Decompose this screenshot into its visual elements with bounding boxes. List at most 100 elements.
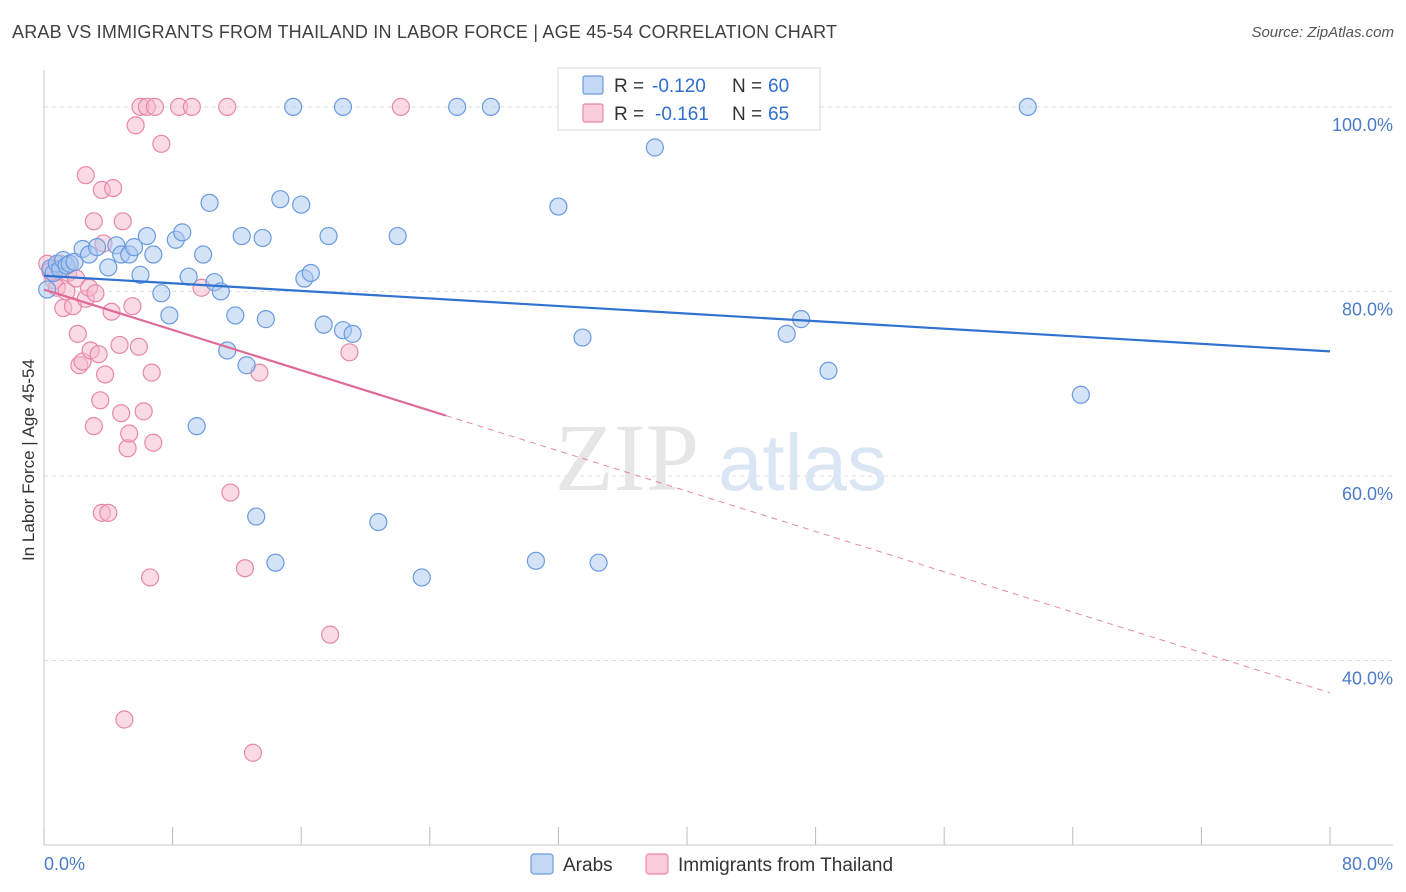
arab-point <box>448 97 467 117</box>
arab-point <box>271 190 290 209</box>
arab-point <box>253 228 272 248</box>
arab-point <box>247 507 266 526</box>
legend: R = -0.120 N = 60 R = -0.161 N = 65 <box>557 67 821 131</box>
legend-r-value: -0.161 <box>655 104 709 125</box>
y-tick-label: 100.0% <box>1332 115 1393 135</box>
thai-point <box>84 417 103 436</box>
legend-r-label: R = <box>614 104 644 125</box>
thai-point <box>152 134 171 153</box>
arab-point <box>777 324 796 343</box>
arab-point <box>232 226 251 246</box>
arab-point <box>187 417 206 436</box>
x-tick-label: 80.0% <box>1342 854 1393 874</box>
thai-trend-line <box>43 288 447 417</box>
arab-point <box>284 97 303 117</box>
arab-point <box>256 310 275 329</box>
arab-point <box>144 245 163 264</box>
thai-point <box>145 97 165 117</box>
thai-point <box>126 116 145 135</box>
bottom-legend-arabs: Arabs <box>563 855 613 876</box>
arab-point <box>319 226 338 246</box>
arab-point <box>573 328 592 347</box>
arab-point <box>819 361 838 380</box>
thai-point <box>243 743 263 762</box>
trend-lines <box>43 274 1331 694</box>
bottom-legend-thai: Immigrants from Thailand <box>678 855 893 876</box>
legend-r-value: -0.120 <box>652 76 706 97</box>
thai-point <box>113 212 132 231</box>
watermark-atlas: atlas <box>718 418 887 507</box>
thai-point <box>89 345 108 364</box>
arab-point <box>388 226 407 246</box>
arab-point <box>87 238 107 257</box>
arab-point <box>481 97 500 117</box>
arab-point <box>333 97 353 117</box>
legend-n-value: 65 <box>768 104 789 125</box>
arab-point <box>1018 97 1037 117</box>
bottom-legend-swatch-arabs <box>530 853 554 875</box>
thai-point <box>91 391 110 410</box>
arab-point <box>412 568 431 587</box>
arab-point <box>266 553 285 572</box>
thai-point <box>110 335 129 355</box>
thai-point <box>144 433 163 452</box>
legend-swatch-arabs <box>582 75 604 95</box>
thai-points <box>38 97 410 762</box>
legend-r-label: R = <box>614 76 644 97</box>
arab-point <box>314 315 333 334</box>
arab-point <box>526 551 545 570</box>
x-tick-label: 0.0% <box>44 854 85 874</box>
thai-point <box>391 97 410 117</box>
arab-point <box>124 238 144 257</box>
arab-point <box>1071 385 1090 404</box>
thai-point <box>104 178 123 198</box>
legend-n-label: N = <box>732 76 762 97</box>
arab-point <box>369 512 388 532</box>
thai-point <box>86 284 105 303</box>
arab-point <box>194 245 213 264</box>
thai-point <box>218 97 237 117</box>
thai-point <box>235 559 255 578</box>
source-label: Source: ZipAtlas.com <box>1251 24 1394 41</box>
bottom-legend-swatch-thai <box>645 853 669 875</box>
arab-point <box>179 267 198 286</box>
thai-point <box>115 710 134 729</box>
thai-point <box>134 402 153 421</box>
arab-point <box>131 265 150 284</box>
legend-swatch-thai <box>582 103 604 123</box>
arab-point <box>645 138 664 157</box>
legend-n-label: N = <box>732 104 762 125</box>
thai-point <box>221 483 240 502</box>
arab-points <box>38 97 1090 587</box>
arab-point <box>160 306 179 325</box>
chart-title: ARAB VS IMMIGRANTS FROM THAILAND IN LABO… <box>12 22 838 42</box>
thai-point <box>84 212 103 231</box>
arab-point <box>99 258 118 277</box>
thai-point <box>120 424 139 443</box>
thai-trend-line-extension <box>445 415 1331 694</box>
arab-point <box>200 193 219 212</box>
y-tick-label: 80.0% <box>1342 299 1393 319</box>
axes <box>43 70 1393 846</box>
arab-point <box>301 263 320 283</box>
arab-point <box>226 306 245 325</box>
arab-point <box>549 197 568 216</box>
thai-point <box>321 625 340 644</box>
y-tick-label: 40.0% <box>1342 668 1393 688</box>
grid <box>44 106 1393 661</box>
arab-point <box>292 195 311 214</box>
watermark-zip: ZIP <box>555 404 699 511</box>
thai-point <box>182 97 201 117</box>
thai-point <box>76 166 95 185</box>
arab-point <box>152 284 171 303</box>
thai-point <box>129 337 148 356</box>
thai-point <box>142 363 161 382</box>
y-axis-label: In Labor Force | Age 45-54 <box>19 359 38 561</box>
thai-point <box>340 343 359 362</box>
arab-trend-line <box>43 274 1331 353</box>
bottom-legend: Arabs Immigrants from Thailand <box>530 853 893 876</box>
thai-point <box>95 365 115 384</box>
arab-point <box>589 553 608 572</box>
arab-point <box>137 226 156 246</box>
